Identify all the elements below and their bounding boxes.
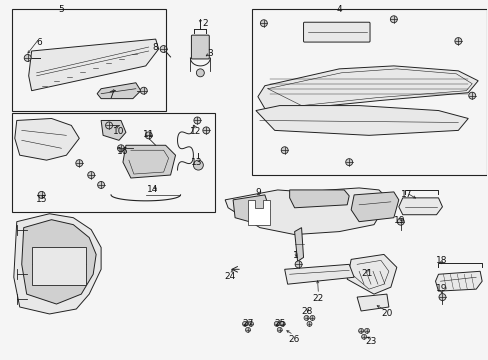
Text: 17: 17 — [400, 190, 412, 199]
Circle shape — [194, 117, 201, 124]
Polygon shape — [435, 271, 481, 291]
Bar — [12, 113, 215, 212]
Text: 18: 18 — [435, 256, 447, 265]
Circle shape — [24, 54, 31, 62]
Text: 2: 2 — [202, 19, 208, 28]
Circle shape — [358, 328, 363, 333]
Circle shape — [87, 172, 95, 179]
Circle shape — [364, 328, 369, 333]
Text: 7: 7 — [108, 91, 114, 100]
Text: 22: 22 — [312, 294, 324, 303]
Polygon shape — [247, 200, 269, 225]
FancyBboxPatch shape — [191, 35, 209, 59]
Circle shape — [361, 334, 366, 339]
Text: 24: 24 — [224, 272, 235, 281]
Text: 6: 6 — [37, 38, 42, 47]
Circle shape — [145, 132, 152, 139]
Circle shape — [280, 321, 285, 327]
Bar — [12, 9, 165, 111]
Circle shape — [117, 145, 124, 152]
Circle shape — [438, 294, 445, 301]
Circle shape — [196, 69, 204, 77]
Text: 11: 11 — [142, 130, 154, 139]
Circle shape — [294, 261, 302, 268]
Circle shape — [160, 46, 167, 53]
Polygon shape — [15, 118, 79, 160]
Circle shape — [389, 16, 396, 23]
Text: 25: 25 — [273, 319, 285, 328]
Circle shape — [140, 87, 147, 94]
Polygon shape — [294, 228, 303, 261]
Circle shape — [281, 147, 287, 154]
Text: 28: 28 — [301, 307, 312, 316]
Polygon shape — [122, 145, 175, 178]
Polygon shape — [284, 264, 353, 284]
Circle shape — [345, 159, 352, 166]
Circle shape — [245, 327, 250, 332]
Text: 15: 15 — [36, 195, 47, 204]
Polygon shape — [29, 39, 158, 91]
FancyBboxPatch shape — [303, 22, 369, 42]
Circle shape — [98, 181, 104, 188]
Polygon shape — [21, 220, 96, 304]
Polygon shape — [356, 294, 388, 311]
Circle shape — [193, 160, 203, 170]
Circle shape — [306, 321, 311, 327]
Text: 23: 23 — [365, 337, 376, 346]
Circle shape — [274, 321, 279, 327]
Circle shape — [242, 321, 247, 327]
Text: 19: 19 — [435, 284, 447, 293]
Polygon shape — [224, 188, 388, 235]
Text: 16: 16 — [117, 147, 128, 156]
Text: 20: 20 — [381, 309, 392, 318]
Polygon shape — [233, 195, 269, 225]
Polygon shape — [257, 66, 477, 109]
Circle shape — [309, 315, 314, 320]
Text: 1: 1 — [292, 251, 298, 260]
Circle shape — [277, 327, 282, 332]
Text: 5: 5 — [59, 5, 64, 14]
Text: 14: 14 — [147, 185, 158, 194]
Circle shape — [105, 122, 112, 129]
Text: 27: 27 — [242, 319, 253, 328]
Circle shape — [248, 321, 253, 327]
Text: 8: 8 — [153, 43, 158, 52]
Text: 13: 13 — [190, 158, 202, 167]
Polygon shape — [14, 214, 101, 314]
Bar — [32, 247, 86, 285]
Circle shape — [76, 159, 82, 167]
Polygon shape — [255, 105, 468, 135]
Circle shape — [203, 127, 209, 134]
Text: 3: 3 — [207, 49, 213, 58]
Circle shape — [38, 192, 45, 198]
Polygon shape — [398, 198, 442, 215]
Text: 9: 9 — [255, 188, 260, 197]
Circle shape — [454, 37, 461, 45]
Polygon shape — [350, 192, 398, 222]
Polygon shape — [97, 83, 141, 99]
Polygon shape — [289, 190, 348, 208]
Circle shape — [396, 218, 404, 225]
Polygon shape — [101, 121, 126, 140]
Text: 19: 19 — [393, 216, 405, 225]
Text: 26: 26 — [287, 335, 299, 344]
Text: 10: 10 — [113, 127, 124, 136]
Text: 12: 12 — [189, 127, 201, 136]
Circle shape — [468, 92, 475, 99]
Text: 4: 4 — [336, 5, 342, 14]
Text: 21: 21 — [361, 269, 372, 278]
Circle shape — [304, 315, 308, 320]
Circle shape — [260, 20, 267, 27]
Bar — [251, 9, 486, 175]
Polygon shape — [346, 255, 396, 294]
